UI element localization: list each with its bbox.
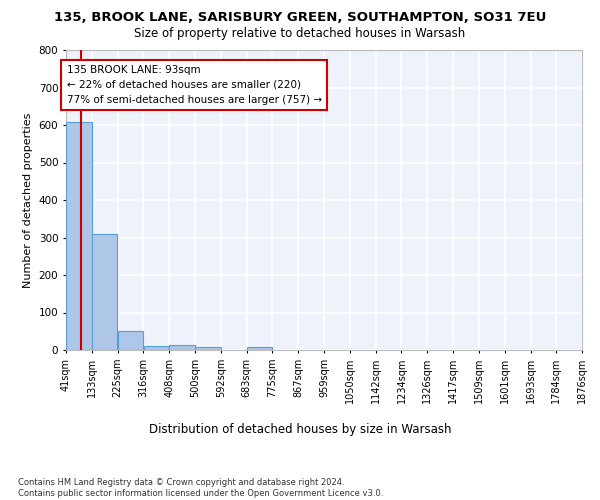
- Text: Distribution of detached houses by size in Warsash: Distribution of detached houses by size …: [149, 422, 451, 436]
- Text: Size of property relative to detached houses in Warsash: Size of property relative to detached ho…: [134, 28, 466, 40]
- Bar: [66, 122, 92, 350]
- Bar: [143, 346, 169, 350]
- Bar: [169, 345, 195, 350]
- Bar: [92, 234, 118, 350]
- Bar: [247, 347, 272, 350]
- Y-axis label: Number of detached properties: Number of detached properties: [23, 112, 33, 288]
- Bar: [196, 348, 221, 350]
- Bar: [118, 331, 143, 350]
- Text: 135 BROOK LANE: 93sqm
← 22% of detached houses are smaller (220)
77% of semi-det: 135 BROOK LANE: 93sqm ← 22% of detached …: [67, 65, 322, 104]
- Text: Contains HM Land Registry data © Crown copyright and database right 2024.
Contai: Contains HM Land Registry data © Crown c…: [18, 478, 383, 498]
- Text: 135, BROOK LANE, SARISBURY GREEN, SOUTHAMPTON, SO31 7EU: 135, BROOK LANE, SARISBURY GREEN, SOUTHA…: [54, 11, 546, 24]
